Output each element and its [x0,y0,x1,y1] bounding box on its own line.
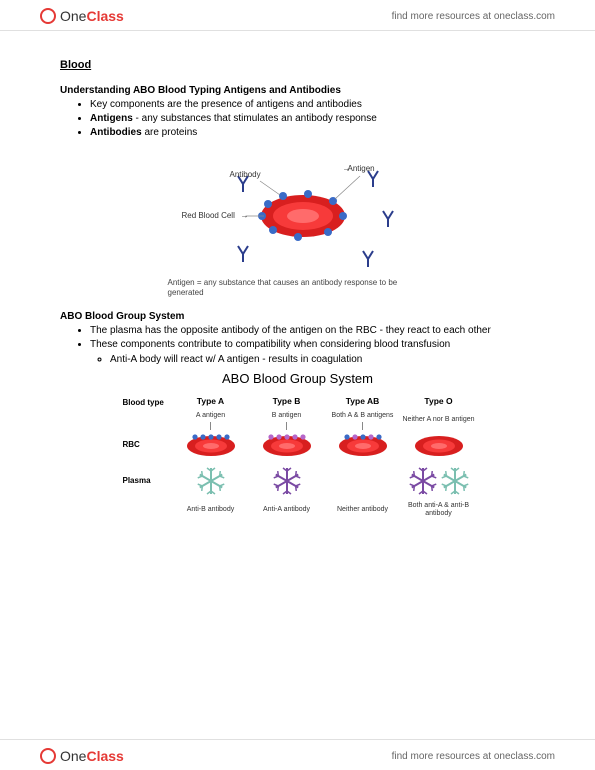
row-label-plasma: Plasma [119,464,173,498]
list-item: Anti-A body will react w/ A antigen - re… [110,353,535,367]
brand-text: OneClass [60,8,124,24]
document-body: Blood Understanding ABO Blood Typing Ant… [0,31,595,529]
list-item: These components contribute to compatibi… [90,338,535,367]
section1-heading: Understanding ABO Blood Typing Antigens … [60,85,535,96]
page-title: Blood [60,59,535,71]
rbc-cell-o [401,432,477,458]
col-head-b: Type B [249,394,325,410]
brand-logo: OneClass [40,8,124,24]
section1-bullets: Key components are the presence of antig… [60,98,535,140]
list-item: Antibodies are proteins [90,126,535,140]
label-antigen: Antigen [348,164,375,173]
brand-prefix: One [60,8,86,24]
diagram1-caption: Antigen = any substance that causes an a… [168,278,428,297]
brand-icon [40,748,56,764]
rbc-cell-a [173,432,249,458]
footer-link[interactable]: find more resources at oneclass.com [392,751,555,762]
antigen-antibody-diagram: Antibody Antigen Red Blood Cell → → [168,146,428,276]
rbc-cell-ab [325,432,401,458]
row-label-rbc: RBC [119,432,173,458]
header-link[interactable]: find more resources at oneclass.com [392,11,555,22]
plasma-cell-o [401,464,477,498]
label-antibody: Antibody [230,170,261,179]
brand-suffix: Class [86,8,123,24]
col-head-ab: Type AB [325,394,401,410]
col-head-o: Type O [401,394,477,410]
abo-blood-group-table: Blood type Type A Type B Type AB Type O … [119,394,477,519]
plasma-cell-b [249,464,325,498]
list-item: The plasma has the opposite antibody of … [90,324,535,338]
page-footer: OneClass find more resources at oneclass… [0,739,595,770]
brand-icon [40,8,56,24]
section2-bullets: The plasma has the opposite antibody of … [60,324,535,367]
brand-text-footer: OneClass [60,748,124,764]
diagram2-title: ABO Blood Group System [60,371,535,386]
list-item: Antigens - any substances that stimulate… [90,112,535,126]
page-header: OneClass find more resources at oneclass… [0,0,595,31]
plasma-cell-ab [325,464,401,498]
col-head-a: Type A [173,394,249,410]
list-item: Key components are the presence of antig… [90,98,535,112]
rbc-cell-b [249,432,325,458]
label-rbc: Red Blood Cell [182,211,235,220]
section2-heading: ABO Blood Group System [60,311,535,322]
row-label-bloodtype: Blood type [119,394,173,410]
brand-logo-footer: OneClass [40,748,124,764]
plasma-cell-a [173,464,249,498]
